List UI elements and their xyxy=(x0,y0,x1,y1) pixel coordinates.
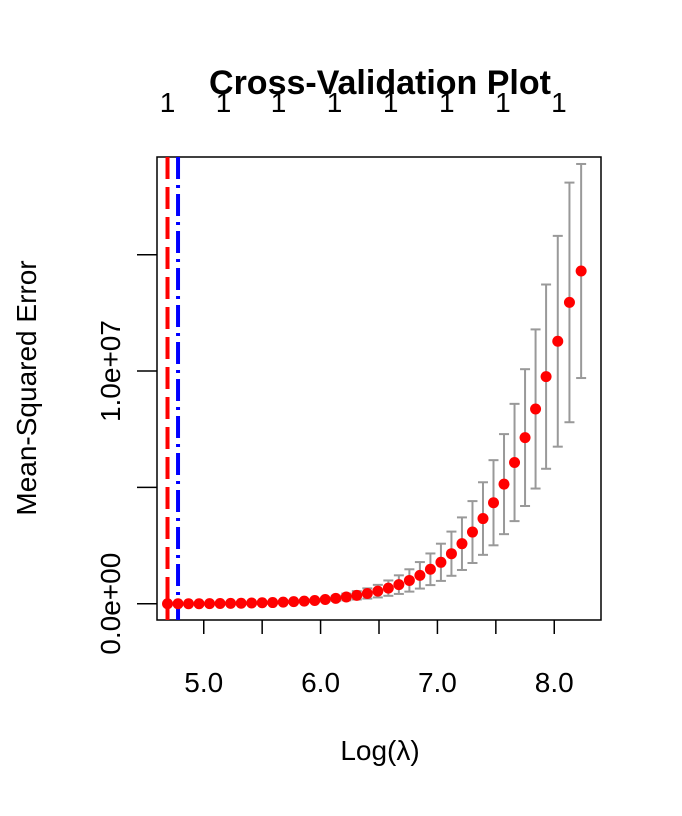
data-point xyxy=(235,597,247,609)
data-point xyxy=(466,526,478,538)
y-tick-label: 0.0e+00 xyxy=(95,553,126,655)
data-point xyxy=(530,403,542,415)
data-point xyxy=(393,579,405,591)
error-bars xyxy=(267,162,587,605)
data-point xyxy=(424,563,436,575)
data-point xyxy=(330,592,342,604)
x-tick-label: 8.0 xyxy=(535,667,574,698)
data-point xyxy=(277,596,289,608)
data-point xyxy=(477,513,489,525)
data-point xyxy=(225,597,237,609)
data-point xyxy=(351,589,363,601)
data-point xyxy=(183,598,195,610)
data-points xyxy=(162,265,587,610)
chart-title: Cross-Validation Plot xyxy=(209,64,551,102)
data-point xyxy=(509,456,521,468)
x-tick-label: 5.0 xyxy=(184,667,223,698)
data-point xyxy=(204,598,216,610)
top-tick-label: 1 xyxy=(439,87,455,118)
data-point xyxy=(214,597,226,609)
top-tick-label: 1 xyxy=(216,87,232,118)
x-axis-label: Log(λ) xyxy=(340,735,419,766)
data-point xyxy=(256,597,268,609)
data-point xyxy=(403,574,415,586)
top-tick-label: 1 xyxy=(383,87,399,118)
data-point xyxy=(309,594,321,606)
top-tick-label: 1 xyxy=(327,87,343,118)
data-point xyxy=(519,432,531,444)
plot-frame xyxy=(156,156,602,621)
data-point xyxy=(172,598,184,610)
y-axis: 0.0e+00 1.0e+07 xyxy=(95,253,157,655)
data-point xyxy=(435,556,447,568)
data-point xyxy=(288,596,300,608)
data-point xyxy=(456,538,468,550)
x-tick-label: 6.0 xyxy=(301,667,340,698)
y-axis-label: Mean-Squared Error xyxy=(11,260,42,515)
top-tick-label: 1 xyxy=(495,87,511,118)
top-tick-label: 1 xyxy=(160,87,176,118)
data-point xyxy=(575,265,587,277)
top-tick-label: 1 xyxy=(551,87,567,118)
data-point xyxy=(319,594,331,606)
reference-lines xyxy=(165,157,181,620)
x-axis: 5.0 6.0 7.0 8.0 xyxy=(184,620,574,698)
data-point xyxy=(372,585,384,597)
data-point xyxy=(298,595,310,607)
top-axis: 1 1 1 1 1 1 1 1 xyxy=(160,87,567,118)
data-point xyxy=(193,598,205,610)
plot-area xyxy=(156,156,602,621)
data-point xyxy=(340,591,352,603)
data-point xyxy=(563,296,575,308)
y-tick-label: 1.0e+07 xyxy=(95,320,126,422)
data-point xyxy=(540,371,552,383)
data-point xyxy=(382,582,394,594)
data-point xyxy=(361,587,373,599)
data-point xyxy=(267,597,279,609)
data-point xyxy=(445,548,457,560)
data-point xyxy=(488,497,500,509)
data-point xyxy=(246,597,258,609)
data-point xyxy=(552,335,564,347)
data-point xyxy=(498,478,510,490)
data-point xyxy=(162,598,174,610)
data-point xyxy=(414,569,426,581)
x-tick-label: 7.0 xyxy=(418,667,457,698)
top-tick-label: 1 xyxy=(271,87,287,118)
